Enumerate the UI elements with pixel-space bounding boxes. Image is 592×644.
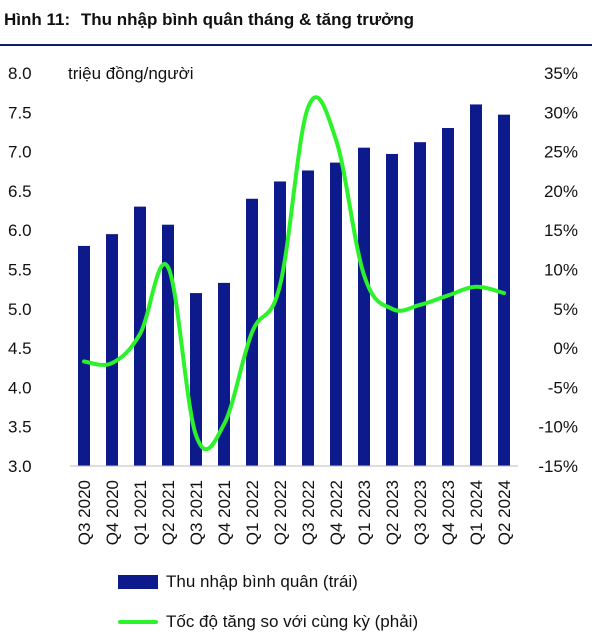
right-tick-label: -5% bbox=[548, 378, 578, 397]
left-tick-label: 3.5 bbox=[8, 418, 32, 437]
x-tick-label: Q3 2022 bbox=[299, 480, 318, 545]
left-tick-label: 8.0 bbox=[8, 64, 32, 83]
left-tick-label: 5.5 bbox=[8, 261, 32, 280]
x-tick-label: Q4 2020 bbox=[103, 480, 122, 545]
figure-title-text: Thu nhập bình quân tháng & tăng trưởng bbox=[80, 10, 415, 29]
combo-chart: 3.03.54.04.55.05.56.06.57.07.58.0 -15%-1… bbox=[8, 64, 578, 545]
figure-number: Hình 11: bbox=[4, 10, 71, 29]
growth-line-series bbox=[82, 95, 506, 452]
x-tick-label: Q2 2023 bbox=[383, 480, 402, 545]
legend-line-swatch bbox=[118, 620, 158, 624]
x-tick-label: Q1 2024 bbox=[467, 480, 486, 545]
x-tick-label: Q2 2021 bbox=[159, 480, 178, 545]
left-axis-unit: triệu đồng/người bbox=[68, 64, 194, 83]
x-tick-label: Q3 2023 bbox=[411, 480, 430, 545]
x-tick-label: Q1 2022 bbox=[243, 480, 262, 545]
legend-item-bar: Thu nhập bình quân (trái) bbox=[118, 572, 358, 592]
x-tick-label: Q2 2022 bbox=[271, 480, 290, 545]
left-tick-label: 4.5 bbox=[8, 339, 32, 358]
bar-series bbox=[78, 104, 510, 467]
x-tick-label: Q4 2022 bbox=[327, 480, 346, 545]
right-tick-label: 20% bbox=[544, 182, 578, 201]
x-tick-label: Q1 2023 bbox=[355, 480, 374, 545]
x-axis: Q3 2020 Q4 2020 Q1 2021 Q2 2021 Q3 2021 Q4 20… bbox=[75, 480, 514, 545]
left-tick-label: 5.0 bbox=[8, 300, 32, 319]
left-tick-label: 7.5 bbox=[8, 103, 32, 122]
x-tick-label: Q1 2021 bbox=[131, 480, 150, 545]
legend-line-label: Tốc độ tăng so với cùng kỳ (phải) bbox=[166, 612, 419, 631]
bar-q2-2024 bbox=[498, 114, 510, 467]
x-tick-label: Q4 2023 bbox=[439, 480, 458, 545]
legend-bar-swatch bbox=[118, 575, 158, 589]
legend-bar-label: Thu nhập bình quân (trái) bbox=[166, 572, 358, 591]
left-tick-label: 4.0 bbox=[8, 378, 32, 397]
left-tick-label: 6.0 bbox=[8, 221, 32, 240]
x-tick-label: Q3 2021 bbox=[187, 480, 206, 545]
bar-q3-2022 bbox=[302, 170, 314, 467]
bar-q2-2021 bbox=[162, 224, 174, 466]
legend-item-line: Tốc độ tăng so với cùng kỳ (phải) bbox=[118, 612, 418, 632]
right-tick-label: 30% bbox=[544, 103, 578, 122]
right-tick-label: 10% bbox=[544, 261, 578, 280]
left-tick-label: 7.0 bbox=[8, 143, 32, 162]
right-axis: -15% -10% -5% 0% 5% 10% 15% 20% 25% 30% 35% bbox=[538, 64, 578, 476]
left-tick-label: 3.0 bbox=[8, 457, 32, 476]
right-tick-label: 25% bbox=[544, 143, 578, 162]
x-tick-label: Q4 2021 bbox=[215, 480, 234, 545]
left-axis: 3.0 3.5 4.0 4.5 5.0 5.5 6.0 6.5 7.0 7.5 8.0 bbox=[8, 64, 32, 476]
x-tick-label: Q2 2024 bbox=[495, 480, 514, 545]
bar-q2-2022 bbox=[274, 181, 286, 466]
right-tick-label: 0% bbox=[553, 339, 578, 358]
right-tick-label: 15% bbox=[544, 221, 578, 240]
left-tick-label: 6.5 bbox=[8, 182, 32, 201]
title-divider bbox=[0, 44, 592, 46]
bar-q4-2020 bbox=[106, 234, 118, 466]
bar-q1-2023 bbox=[358, 147, 370, 467]
bar-q3-2020 bbox=[78, 245, 90, 466]
chart-title: Hình 11: Thu nhập bình quân tháng & tăng… bbox=[4, 10, 414, 30]
bar-q4-2021 bbox=[218, 282, 230, 466]
right-tick-label: 35% bbox=[544, 64, 578, 83]
right-tick-label: -10% bbox=[538, 418, 578, 437]
right-tick-label: 5% bbox=[553, 300, 578, 319]
right-tick-label: -15% bbox=[538, 457, 578, 476]
x-tick-label: Q3 2020 bbox=[75, 480, 94, 545]
bar-q4-2022 bbox=[330, 162, 342, 466]
